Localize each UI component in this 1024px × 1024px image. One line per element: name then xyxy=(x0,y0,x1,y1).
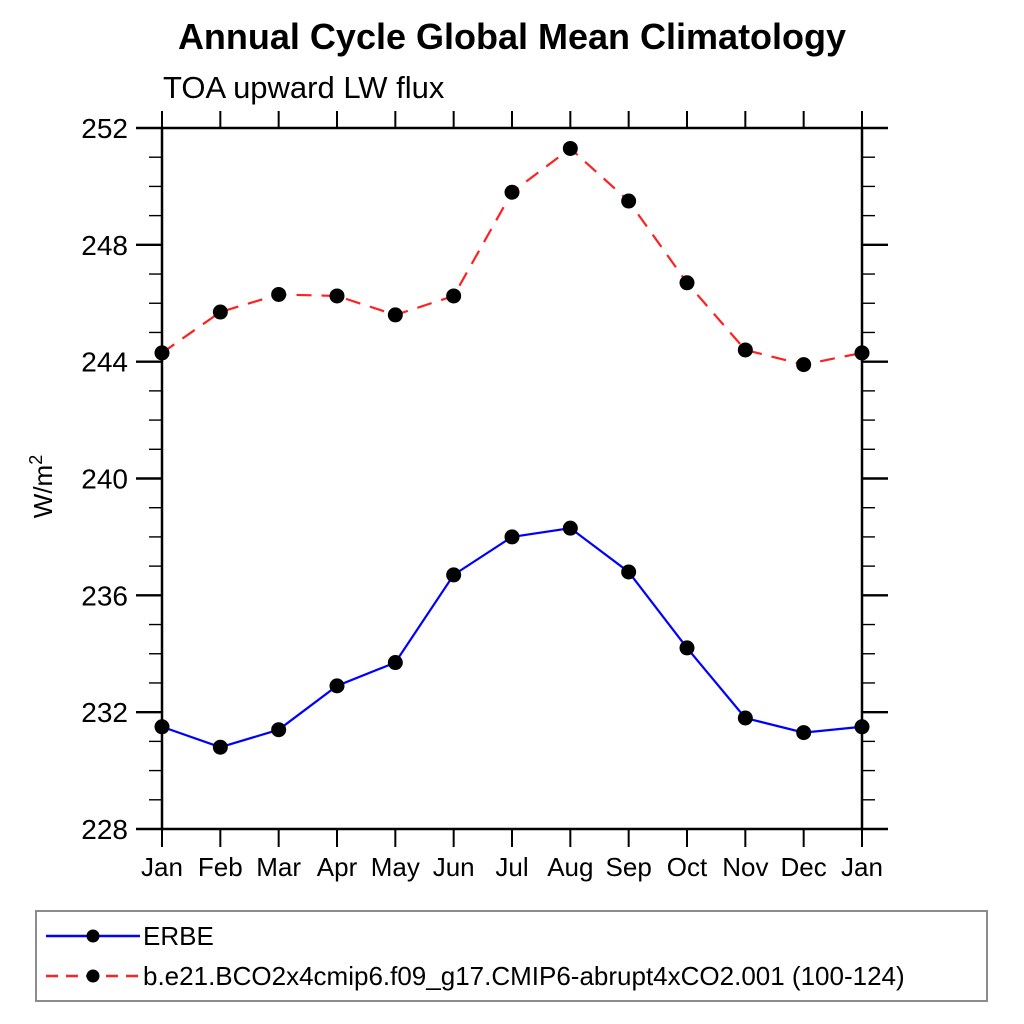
y-axis-tick-label: 236 xyxy=(81,580,128,611)
data-point-erbe xyxy=(796,725,812,741)
data-point-model xyxy=(446,288,462,304)
data-point-erbe xyxy=(329,678,345,694)
chart-plot-area: 228 232 236 240 244 248 252 Jan Feb Mar Apr May Jun J… xyxy=(26,111,888,882)
x-axis-tick-label: Oct xyxy=(667,852,708,882)
data-point-erbe xyxy=(212,739,228,755)
data-point-erbe xyxy=(504,529,520,545)
x-axis-tick-label: Aug xyxy=(547,852,593,882)
axis-frame xyxy=(160,126,864,831)
data-point-erbe xyxy=(679,640,695,656)
series-line-model xyxy=(161,147,863,366)
y-axis-tick-label: 244 xyxy=(81,347,128,378)
y-axis-tick-label: 240 xyxy=(81,464,128,495)
y-axis-tick-label: 228 xyxy=(81,814,128,845)
chart-legend: ERBE b.e21.BCO2x4cmip6.f09_g17.CMIP6-abr… xyxy=(35,910,988,1002)
data-point-model xyxy=(154,345,170,361)
x-axis-tick-label: Jan xyxy=(841,852,883,882)
data-point-erbe xyxy=(387,655,403,671)
data-point-model xyxy=(271,286,287,302)
data-point-erbe xyxy=(621,564,637,580)
data-point-model xyxy=(212,304,228,320)
data-point-erbe xyxy=(154,719,170,735)
x-axis-tick-label: Jul xyxy=(495,852,528,882)
x-axis-tick-label: Jan xyxy=(141,852,183,882)
data-point-model xyxy=(504,184,520,200)
y-axis-tick-label: 248 xyxy=(81,230,128,261)
x-axis-tick-label: Mar xyxy=(256,852,301,882)
legend-line-sample-erbe xyxy=(46,929,140,943)
data-point-model xyxy=(679,275,695,291)
x-axis-tick-label: Sep xyxy=(606,852,652,882)
series-line-erbe xyxy=(161,526,863,749)
data-point-model xyxy=(796,357,812,373)
chart-title: Annual Cycle Global Mean Climatology xyxy=(177,16,847,57)
data-point-erbe xyxy=(562,520,578,536)
legend-label-model: b.e21.BCO2x4cmip6.f09_g17.CMIP6-abrupt4x… xyxy=(143,961,905,991)
x-axis-tick-label: Nov xyxy=(722,852,768,882)
x-axis-tick-label: Apr xyxy=(317,852,358,882)
x-axis-tick-label: Feb xyxy=(198,852,243,882)
data-point-model xyxy=(329,288,345,304)
legend-line-sample-model xyxy=(46,969,140,983)
data-point-erbe xyxy=(737,710,753,726)
legend-row-model: b.e21.BCO2x4cmip6.f09_g17.CMIP6-abrupt4x… xyxy=(43,961,986,991)
data-point-erbe xyxy=(854,719,870,735)
y-axis-tick-label: 252 xyxy=(81,113,128,144)
data-point-model xyxy=(854,345,870,361)
data-point-erbe xyxy=(446,567,462,583)
chart-subtitle: TOA upward LW flux xyxy=(163,70,445,105)
data-point-erbe xyxy=(271,722,287,738)
legend-row-erbe: ERBE xyxy=(43,921,986,951)
y-axis-title: W/m2 xyxy=(26,455,58,518)
x-axis-tick-label: Jun xyxy=(433,852,475,882)
data-point-model xyxy=(621,193,637,209)
data-point-model xyxy=(387,307,403,323)
legend-label-erbe: ERBE xyxy=(143,921,214,951)
data-point-model xyxy=(562,140,578,156)
x-axis-tick-label: Dec xyxy=(781,852,827,882)
data-point-model xyxy=(737,342,753,358)
x-axis-tick-label: May xyxy=(371,852,420,882)
y-axis-tick-label: 232 xyxy=(81,697,128,728)
